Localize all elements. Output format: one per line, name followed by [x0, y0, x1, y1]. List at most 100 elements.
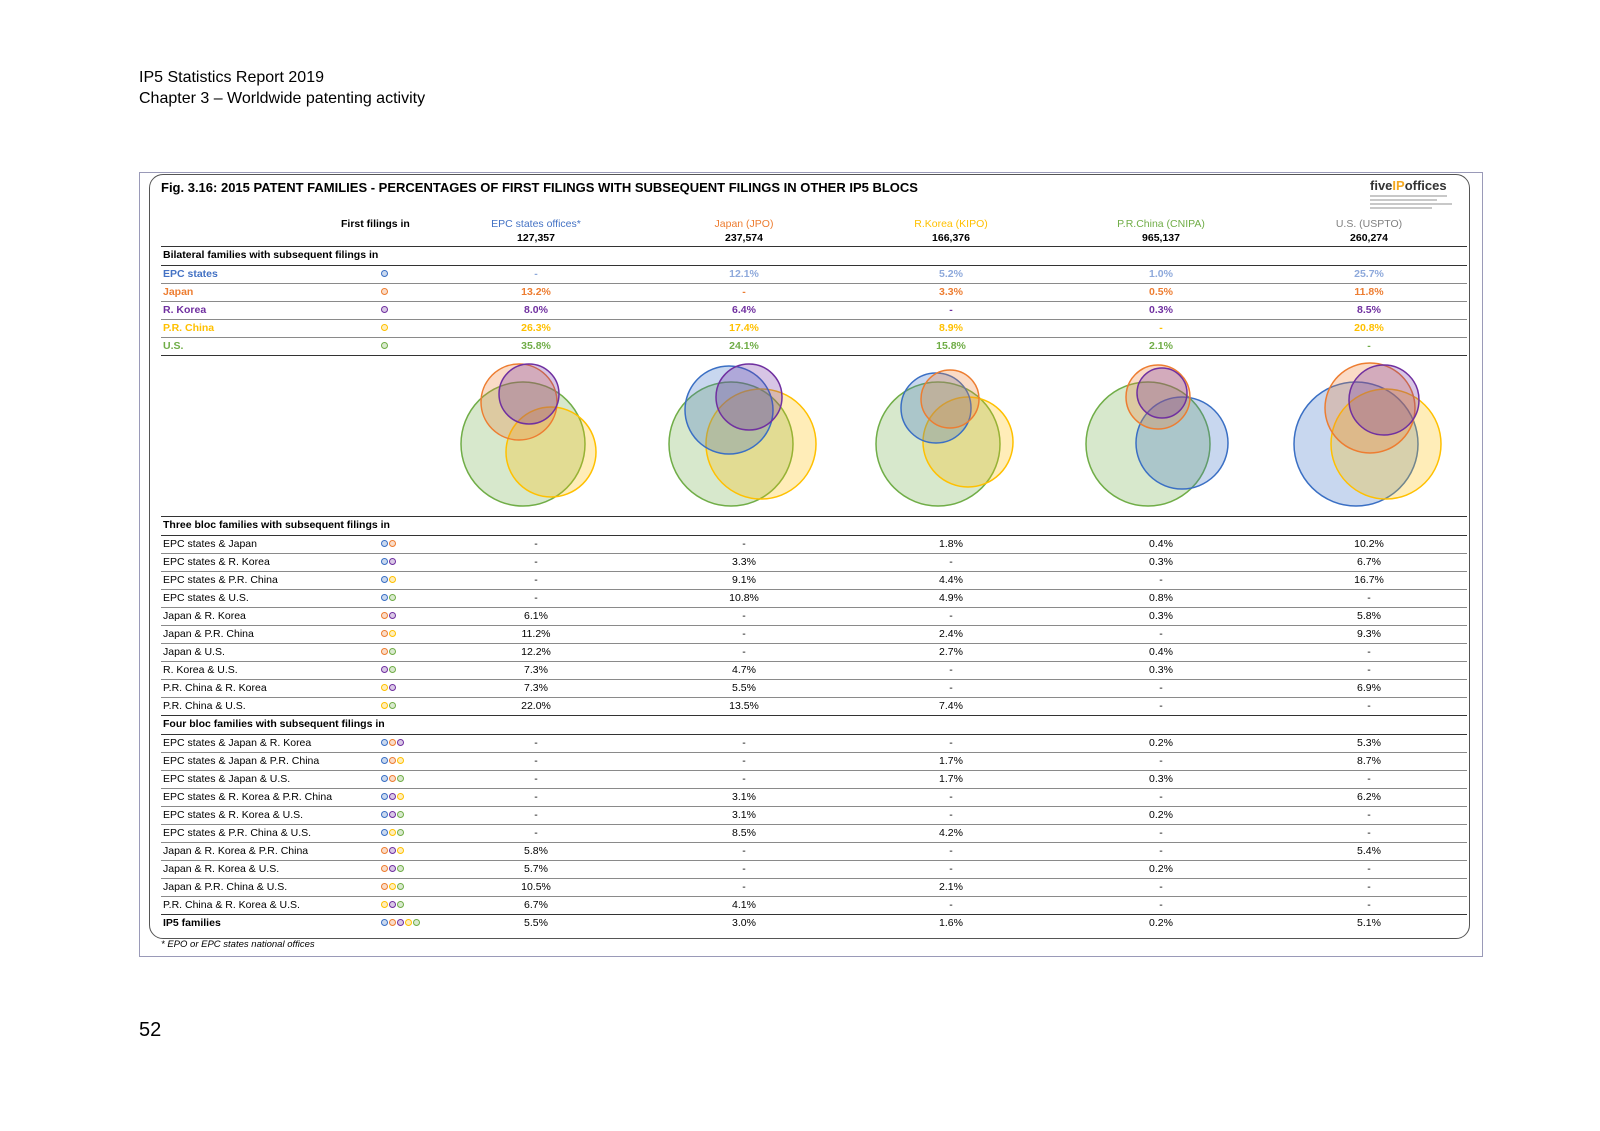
row-label: Japan & R. Korea & P.R. China [163, 845, 309, 857]
cell-value: - [949, 664, 953, 676]
venn-diagram [1293, 362, 1442, 507]
cell-value: 4.1% [732, 899, 756, 911]
cell-value: 20.8% [1354, 322, 1384, 334]
figure-title: Fig. 3.16: 2015 PATENT FAMILIES - PERCEN… [161, 180, 918, 195]
cell-value: 6.4% [732, 304, 756, 316]
bloc-dot-icon [397, 793, 404, 800]
bloc-dot-icon [389, 540, 396, 547]
cell-value: - [534, 538, 538, 550]
section-header: Four bloc families with subsequent filin… [161, 716, 1467, 735]
bloc-dots [381, 881, 431, 895]
cell-value: - [742, 881, 746, 893]
cell-value: - [1367, 863, 1371, 875]
cell-value: 5.8% [1357, 610, 1381, 622]
bloc-dot-icon [397, 739, 404, 746]
bloc-dot-icon [389, 775, 396, 782]
cell-value: - [1367, 899, 1371, 911]
bloc-dots [381, 628, 431, 642]
bloc-dots [381, 574, 431, 588]
cell-value: - [1159, 899, 1163, 911]
cell-value: - [1159, 700, 1163, 712]
row-label: EPC states & Japan & R. Korea [163, 737, 312, 749]
venn-circle-japan [480, 363, 558, 441]
row-label: P.R. China [163, 322, 215, 334]
cell-value: - [1367, 700, 1371, 712]
three-bloc-row: Japan & U.S. 12.2% - 2.7% 0.4% - [161, 644, 1467, 662]
cell-value: - [949, 556, 953, 568]
cell-value: - [742, 538, 746, 550]
cell-value: 8.9% [939, 322, 963, 334]
cell-value: - [1159, 845, 1163, 857]
cell-value: - [534, 755, 538, 767]
four-bloc-row: EPC states & Japan & U.S. - - 1.7% 0.3% - [161, 771, 1467, 789]
three-bloc-row: Japan & R. Korea 6.1% - - 0.3% 5.8% [161, 608, 1467, 626]
row-label: R. Korea [163, 304, 207, 316]
bloc-dot-icon [381, 342, 388, 349]
cell-value: - [742, 773, 746, 785]
four-bloc-row: Japan & P.R. China & U.S. 10.5% - 2.1% - - [161, 879, 1467, 897]
first-filings-label: First filings in [341, 218, 410, 230]
bloc-dot-icon [381, 576, 388, 583]
cell-value: - [1159, 574, 1163, 586]
cell-value: - [949, 682, 953, 694]
cell-value: 1.8% [939, 538, 963, 550]
cell-value: - [1367, 773, 1371, 785]
figure-panel [149, 174, 1470, 939]
row-label: EPC states [163, 268, 218, 280]
column-header: EPC states offices* 127,357 [436, 217, 636, 245]
row-label: Japan & P.R. China [163, 628, 254, 640]
bloc-dots [381, 700, 431, 714]
bloc-dot-icon [389, 648, 396, 655]
bloc-dot-icon [389, 739, 396, 746]
row-label: Japan & R. Korea [163, 610, 246, 622]
bloc-dot-icon [397, 901, 404, 908]
cell-value: 5.5% [524, 917, 548, 929]
cell-value: 2.4% [939, 628, 963, 640]
cell-value: - [742, 610, 746, 622]
cell-value: - [1367, 809, 1371, 821]
cell-value: 0.8% [1149, 592, 1173, 604]
venn-circle-us [875, 381, 1001, 507]
logo-text-ip: IP [1392, 178, 1405, 193]
four-bloc-row: EPC states & Japan & R. Korea - - - 0.2% 5.3% [161, 735, 1467, 753]
bloc-dot-icon [381, 648, 388, 655]
bloc-dot-icon [381, 324, 388, 331]
cell-value: - [534, 827, 538, 839]
row-label: IP5 families [163, 917, 221, 929]
bloc-dot-icon [397, 847, 404, 854]
bloc-dot-icon [389, 883, 396, 890]
bloc-dots [381, 809, 431, 823]
venn-circle-us [460, 381, 586, 507]
row-label: EPC states & Japan [163, 538, 257, 550]
cell-value: 5.5% [732, 682, 756, 694]
bloc-dot-icon [389, 829, 396, 836]
patent-families-table: First filings in EPC states offices* 127,3… [161, 218, 1467, 932]
cell-value: 5.1% [1357, 917, 1381, 929]
bloc-dot-icon [381, 865, 388, 872]
cell-value: 22.0% [521, 700, 551, 712]
cell-value: 10.5% [521, 881, 551, 893]
bloc-dots [381, 664, 431, 678]
bloc-dot-icon [397, 865, 404, 872]
bloc-dots [381, 791, 431, 805]
venn-circle-epc [684, 365, 774, 455]
bloc-dot-icon [389, 793, 396, 800]
cell-value: - [1367, 664, 1371, 676]
column-header: P.R.China (CNIPA) 965,137 [1061, 217, 1261, 245]
cell-value: 6.1% [524, 610, 548, 622]
cell-value: 4.9% [939, 592, 963, 604]
row-label: P.R. China & R. Korea [163, 682, 267, 694]
venn-circle-us [1085, 381, 1211, 507]
three-bloc-row: P.R. China & U.S. 22.0% 13.5% 7.4% - - [161, 698, 1467, 716]
cell-value: - [949, 899, 953, 911]
figure-frame [139, 172, 1483, 957]
ip5-families-row: IP5 families 5.5% 3.0% 1.6% 0.2% 5.1% [161, 915, 1467, 932]
bloc-dots [381, 827, 431, 841]
venn-diagram [875, 369, 1014, 507]
four-bloc-row: EPC states & R. Korea & U.S. - 3.1% - 0.2% - [161, 807, 1467, 825]
section-label: Three bloc families with subsequent fili… [163, 519, 390, 531]
bloc-dot-icon [389, 919, 396, 926]
cell-value: - [949, 610, 953, 622]
cell-value: 6.7% [524, 899, 548, 911]
column-name: P.R.China (CNIPA) [1117, 218, 1205, 230]
